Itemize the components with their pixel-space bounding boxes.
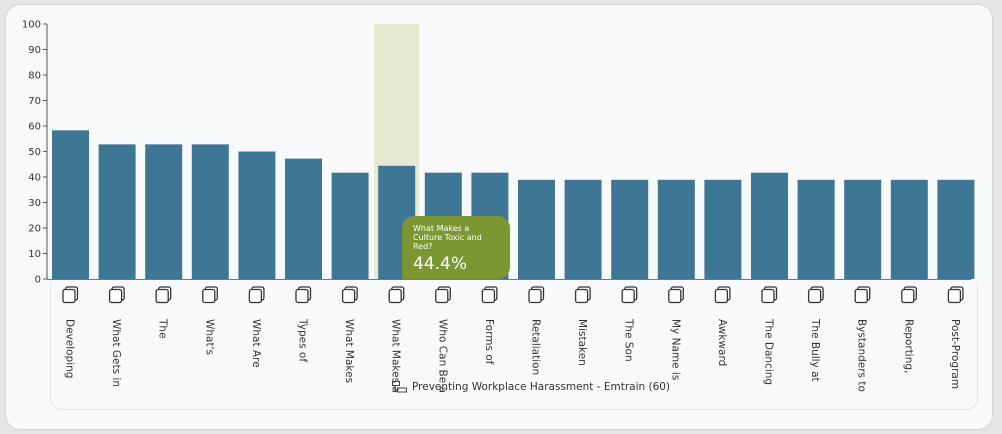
bar[interactable]	[890, 179, 928, 279]
x-tick-label: My Name is	[669, 319, 681, 380]
y-tick-label: 80	[28, 71, 41, 82]
x-tick-label: Who Can Be a	[436, 319, 448, 393]
course-document-icon[interactable]	[714, 286, 731, 304]
x-tick-label: What's	[203, 319, 215, 355]
y-tick-label: 60	[28, 122, 41, 133]
bar[interactable]	[285, 158, 322, 279]
course-document-icon[interactable]	[807, 286, 824, 304]
course-document-icon[interactable]	[435, 286, 451, 304]
bar[interactable]	[191, 144, 229, 279]
x-tick-label: Post-Program	[949, 319, 961, 389]
x-tick-label: Awkward	[716, 319, 728, 366]
x-tick-label: The	[157, 318, 169, 339]
tooltip: What Makes a Culture Toxic and Red? 44.4…	[402, 216, 510, 279]
bar[interactable]	[98, 144, 136, 279]
y-tick-label: 70	[28, 96, 41, 107]
hierarchy-group-icon	[392, 381, 407, 393]
course-document-icon[interactable]	[528, 286, 545, 304]
course-document-icon[interactable]	[341, 286, 358, 304]
course-document-icon[interactable]	[668, 286, 684, 304]
course-document-icon[interactable]	[761, 286, 778, 304]
bar[interactable]	[564, 179, 602, 279]
y-tick-label: 90	[28, 45, 41, 56]
course-document-icon[interactable]	[62, 286, 79, 304]
y-tick-label: 40	[28, 173, 41, 184]
course-document-icon[interactable]	[947, 286, 964, 304]
x-tick-label: What Gets in	[110, 319, 122, 387]
bar[interactable]	[238, 151, 276, 280]
course-document-icon[interactable]	[388, 286, 405, 304]
y-tick-label: 30	[28, 198, 41, 209]
bar[interactable]	[657, 179, 695, 279]
x-tick-label: Developing	[64, 319, 76, 378]
group-box	[50, 282, 978, 410]
x-tick-label: What Makes	[343, 319, 355, 383]
bar[interactable]	[331, 172, 369, 279]
bar[interactable]	[937, 179, 975, 279]
course-document-icon[interactable]	[248, 286, 265, 304]
course-document-icon[interactable]	[574, 286, 591, 304]
course-document-icon[interactable]	[295, 286, 312, 304]
y-tick-label: 0	[35, 275, 41, 286]
y-tick-label: 20	[28, 224, 41, 235]
course-document-icon[interactable]	[854, 286, 871, 304]
x-tick-label: What Are	[250, 319, 262, 368]
course-document-icon[interactable]	[621, 286, 638, 304]
tooltip-value: 44.4%	[413, 254, 468, 274]
course-document-icon[interactable]	[901, 286, 917, 304]
bar[interactable]	[704, 179, 742, 279]
bar[interactable]	[797, 179, 835, 279]
bar[interactable]	[518, 179, 555, 279]
x-tick-label: Retaliation	[530, 319, 542, 375]
y-tick-label: 50	[28, 147, 41, 158]
bar[interactable]	[145, 144, 183, 279]
x-tick-label: Mistaken	[576, 319, 588, 366]
x-tick-label: The Bully at	[809, 318, 821, 382]
bar[interactable]	[52, 130, 89, 279]
x-tick-label: The Son	[623, 318, 635, 362]
tooltip-title: What Makes a Culture Toxic and Red?	[413, 224, 482, 251]
group-label-text: Preventing Workplace Harassment - Emtrai…	[412, 381, 671, 393]
bar[interactable]	[844, 179, 882, 279]
y-tick-label: 10	[28, 249, 41, 260]
bar[interactable]	[611, 179, 649, 279]
y-tick-label: 100	[22, 20, 41, 31]
x-tick-label: Forms of	[483, 319, 495, 365]
course-document-icon[interactable]	[202, 286, 218, 304]
bar[interactable]	[751, 172, 788, 279]
x-tick-label: Reporting,	[902, 319, 914, 373]
x-tick-label: What Makes a	[390, 319, 402, 393]
x-tick-label: The Dancing	[763, 318, 775, 385]
x-tick-label: Types of	[297, 318, 309, 362]
course-document-icon[interactable]	[481, 286, 498, 304]
course-document-icon[interactable]	[108, 286, 125, 304]
group-label[interactable]: Preventing Workplace Harassment - Emtrai…	[392, 380, 670, 394]
x-tick-label: Bystanders to	[856, 319, 868, 392]
course-document-icon[interactable]	[155, 286, 172, 304]
